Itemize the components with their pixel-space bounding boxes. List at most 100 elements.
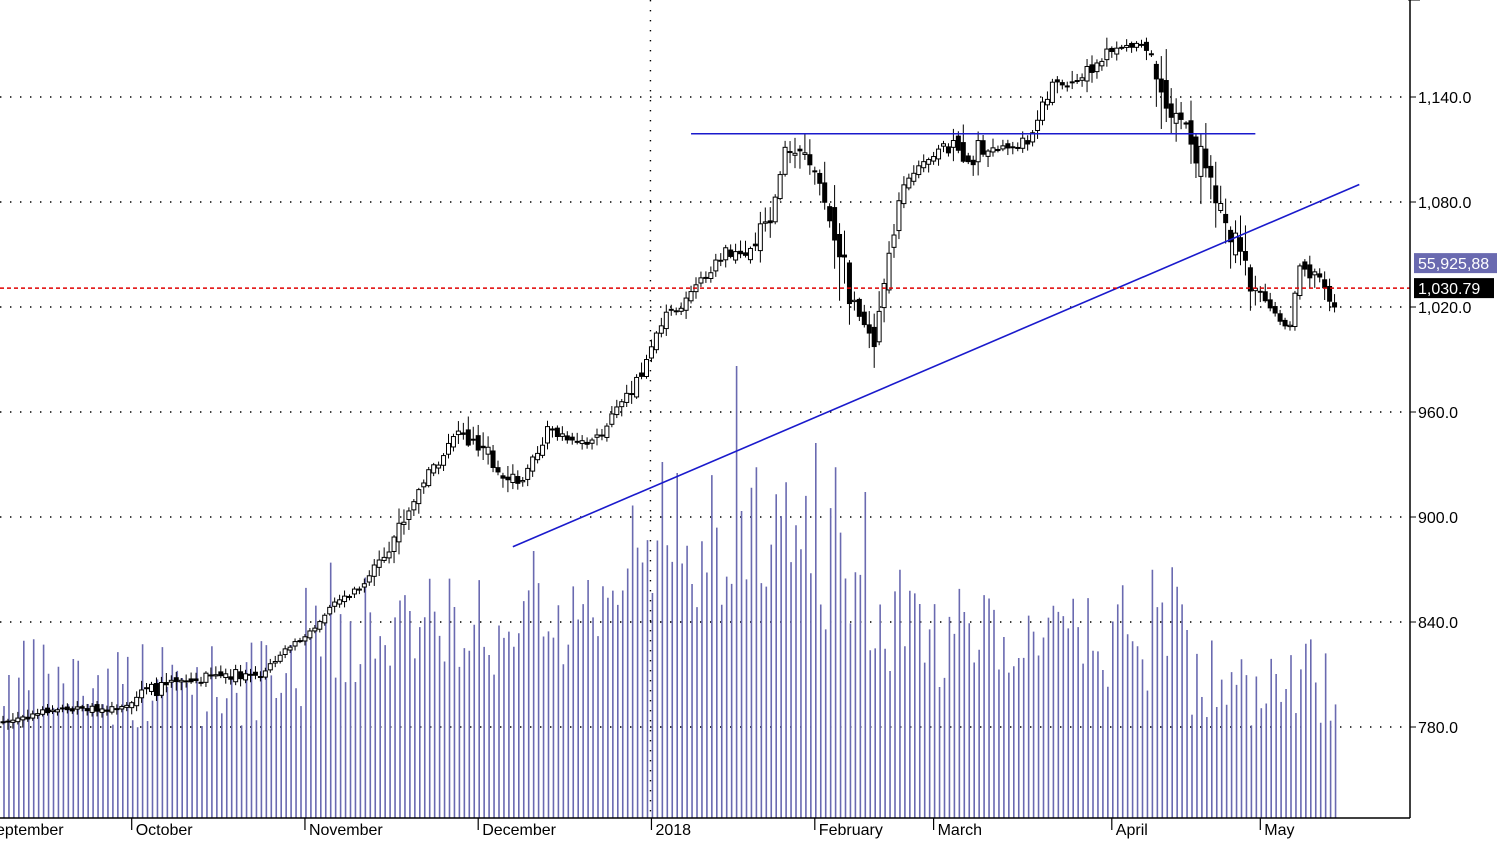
candle-down	[970, 159, 976, 166]
candle-up	[277, 654, 283, 662]
month-label: February	[819, 822, 883, 839]
candle-down	[198, 681, 204, 684]
candle-up	[802, 152, 808, 155]
candle-down	[1307, 264, 1313, 279]
candle-up	[985, 150, 991, 157]
candle-down	[738, 250, 744, 255]
candle-up	[782, 146, 788, 175]
candle-down	[955, 135, 961, 151]
candle-up	[540, 444, 546, 456]
candle-up	[40, 709, 46, 715]
candle-up	[312, 627, 318, 632]
candle-down	[188, 678, 194, 683]
candle-up	[673, 310, 679, 313]
candle-down	[163, 682, 169, 686]
candle-up	[723, 247, 729, 261]
trendline-support	[512, 183, 1360, 548]
candle-up	[396, 522, 402, 543]
candle-up	[648, 346, 654, 359]
candle-down	[1203, 148, 1209, 169]
candle-up	[1020, 137, 1026, 149]
candle-up	[272, 661, 278, 664]
candle-up	[549, 428, 555, 431]
candle-up	[688, 291, 694, 302]
candle-up	[644, 359, 649, 378]
candle-down	[728, 249, 734, 257]
candle-up	[1134, 42, 1140, 48]
candle-up	[1069, 81, 1075, 84]
candlesticks	[0, 37, 1338, 730]
candle-down	[69, 708, 75, 712]
candle-up	[129, 702, 135, 709]
candle-up	[1030, 132, 1036, 143]
candle-down	[807, 154, 813, 166]
candle-up	[1257, 290, 1263, 293]
candle-down	[1163, 80, 1169, 109]
candle-up	[54, 709, 60, 713]
x-axis-month-labels: eptember October November December 2018 Febru…	[0, 818, 1295, 839]
candle-up	[366, 575, 372, 583]
candle-up	[158, 682, 164, 696]
candle-up	[1074, 80, 1080, 83]
candle-up	[287, 646, 293, 651]
candle-up	[89, 705, 95, 713]
candle-up	[886, 252, 892, 291]
candle-up	[599, 434, 605, 437]
candle-up	[436, 464, 442, 469]
candle-up	[134, 696, 140, 707]
candle-up	[520, 480, 526, 483]
candle-up	[10, 719, 16, 723]
candle-up	[876, 310, 882, 343]
candle-up	[733, 251, 739, 261]
candle-down	[980, 140, 986, 155]
y-tick-label: 960.0	[1418, 405, 1458, 422]
candle-up	[485, 446, 491, 455]
y-axis-tick-labels: 780.0 840.0 900.0 960.0 1,020.0 1,080.0 1,140.…	[1410, 90, 1471, 737]
candle-down	[505, 476, 511, 481]
price-badge	[1414, 278, 1494, 299]
candle-down	[0, 721, 6, 724]
candle-down	[1025, 140, 1031, 145]
candle-up	[1094, 62, 1100, 73]
candle-down	[767, 220, 773, 224]
candle-up	[747, 247, 753, 261]
candle-up	[594, 434, 600, 438]
candle-down	[465, 429, 471, 446]
candle-up	[851, 299, 857, 303]
candle-down	[846, 262, 852, 305]
month-label: December	[482, 822, 556, 839]
candle-up	[248, 673, 253, 676]
candle-up	[371, 564, 377, 577]
candle-up	[921, 161, 927, 169]
y-tick-label: 1,020.0	[1418, 300, 1471, 317]
candle-down	[45, 707, 51, 714]
candle-up	[149, 683, 154, 692]
candle-down	[252, 671, 258, 676]
candle-up	[619, 401, 625, 408]
candle-down	[114, 708, 120, 711]
candle-up	[1010, 146, 1016, 149]
candle-up	[708, 272, 714, 279]
candle-up	[1218, 202, 1224, 211]
candle-down	[25, 716, 31, 720]
candle-down	[817, 172, 823, 184]
candle-down	[1282, 319, 1288, 327]
candle-down	[297, 640, 303, 643]
volume-badge	[1414, 253, 1497, 274]
candle-up	[579, 440, 585, 445]
candle-down	[475, 435, 481, 451]
candle-up	[262, 670, 268, 678]
candle-down	[554, 427, 560, 437]
candle-up	[351, 588, 357, 595]
candle-up	[347, 595, 352, 598]
candle-down	[1129, 42, 1135, 48]
candle-down	[861, 311, 867, 326]
candle-up	[703, 276, 709, 279]
candle-down	[1193, 136, 1199, 164]
candle-up	[713, 259, 719, 272]
candle-down	[1089, 64, 1095, 73]
candle-up	[559, 433, 565, 437]
candle-up	[1114, 47, 1120, 55]
candle-down	[832, 207, 838, 241]
candle-up	[441, 455, 447, 466]
